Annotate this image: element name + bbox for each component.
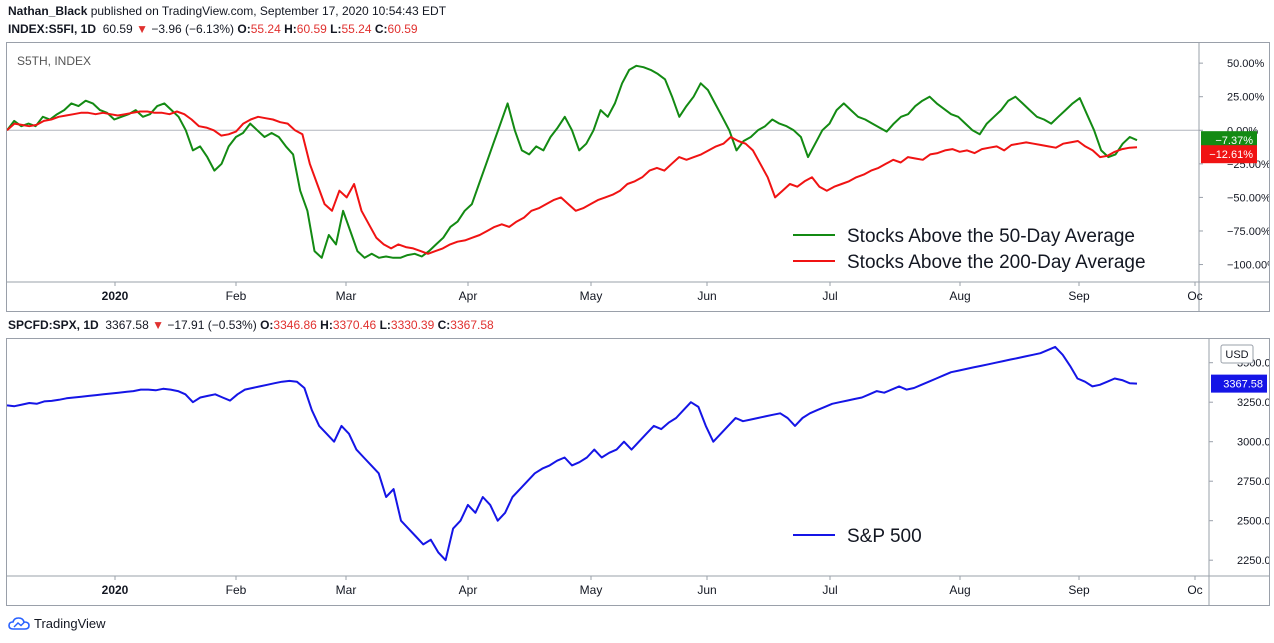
x-tick-label: 2020 — [102, 583, 129, 597]
bottom-symbol-header: SPCFD:SPX, 1D 3367.58 ▼ −17.91 (−0.53%) … — [8, 318, 494, 332]
high-label: H: — [320, 318, 333, 332]
close-label: C: — [374, 22, 388, 36]
x-tick-label: 2020 — [102, 289, 129, 303]
bottom-low: 3330.39 — [390, 318, 435, 332]
x-tick-label: May — [580, 583, 603, 597]
last-value-label: −12.61% — [1209, 149, 1253, 161]
down-triangle-icon: ▼ — [136, 22, 148, 36]
publish-author[interactable]: Nathan_Black — [8, 4, 88, 18]
x-tick-label: Jun — [697, 583, 716, 597]
x-tick-label: Oc — [1187, 583, 1202, 597]
y-tick-label: 25.00% — [1227, 92, 1265, 104]
x-tick-label: Apr — [459, 289, 478, 303]
series-line-0 — [6, 345, 1138, 562]
last-value-badge — [1201, 145, 1257, 164]
down-triangle-icon: ▼ — [152, 318, 164, 332]
bottom-symbol[interactable]: SPCFD:SPX, 1D — [8, 318, 99, 332]
series-line-1 — [6, 110, 1138, 255]
bottom-chart-pane[interactable]: 3500.003250.003000.002750.002500.002250.… — [6, 338, 1274, 606]
y-tick-label: 2500.00 — [1237, 516, 1269, 528]
tradingview-footer[interactable]: TradingView — [8, 616, 106, 631]
top-pane-label: S5TH, INDEX — [17, 54, 91, 68]
x-tick-label: Aug — [949, 289, 970, 303]
bottom-high: 3370.46 — [332, 318, 377, 332]
bottom-close: 3367.58 — [450, 318, 494, 332]
x-tick-label: Mar — [336, 289, 357, 303]
y-tick-label: 2250.00 — [1237, 555, 1269, 567]
x-tick-label: Feb — [226, 289, 247, 303]
top-symbol[interactable]: INDEX:S5FI, 1D — [8, 22, 97, 36]
spx-chart-svg[interactable]: 3500.003250.003000.002750.002500.002250.… — [6, 339, 1274, 606]
top-low: 55.24 — [341, 22, 372, 36]
top-chart-pane[interactable]: S5TH, INDEX 50.00%25.00%0.00%−25.00%−50.… — [6, 42, 1274, 312]
breadth-chart-svg[interactable]: S5TH, INDEX 50.00%25.00%0.00%−25.00%−50.… — [6, 43, 1274, 312]
y-tick-label: −75.00% — [1227, 226, 1269, 238]
high-label: H: — [284, 22, 297, 36]
currency-unit-box — [1220, 344, 1254, 364]
publish-line: Nathan_Black published on TradingView.co… — [8, 4, 446, 18]
x-tick-label: Feb — [226, 583, 247, 597]
bottom-open: 3346.86 — [273, 318, 317, 332]
last-value-label: −7.37% — [1215, 135, 1253, 147]
y-tick-label: −50.00% — [1227, 192, 1269, 204]
y-tick-label: 3000.00 — [1237, 437, 1269, 449]
low-label: L: — [330, 22, 342, 36]
x-tick-label: Jul — [822, 583, 837, 597]
tradingview-brand: TradingView — [34, 616, 106, 631]
tradingview-cloud-icon — [8, 616, 30, 630]
last-value-badge — [1211, 374, 1267, 393]
x-tick-label: May — [580, 289, 603, 303]
low-label: L: — [379, 318, 391, 332]
x-tick-label: Mar — [336, 583, 357, 597]
top-last-price: 60.59 — [102, 22, 133, 36]
x-tick-label: Apr — [459, 583, 478, 597]
x-tick-label: Jul — [822, 289, 837, 303]
x-tick-label: Sep — [1068, 289, 1090, 303]
series-line-0 — [6, 64, 1138, 259]
y-tick-label: 3250.00 — [1237, 397, 1269, 409]
x-tick-label: Sep — [1068, 583, 1090, 597]
last-value-label: 3367.58 — [1223, 379, 1263, 391]
legend-label-0: Stocks Above the 50-Day Average — [847, 226, 1135, 247]
x-tick-label: Jun — [697, 289, 716, 303]
top-close: 60.59 — [387, 22, 418, 36]
x-tick-label: Aug — [949, 583, 970, 597]
y-tick-label: −100.00% — [1227, 260, 1269, 272]
open-label: O: — [260, 318, 274, 332]
y-tick-label: 50.00% — [1227, 58, 1265, 70]
y-tick-label: 2750.00 — [1237, 476, 1269, 488]
open-label: O: — [237, 22, 251, 36]
top-open: 55.24 — [250, 22, 281, 36]
top-high: 60.59 — [296, 22, 327, 36]
publish-info: published on TradingView.com, September … — [87, 4, 447, 18]
legend-label-0: S&P 500 — [847, 526, 922, 547]
currency-unit-label: USD — [1225, 349, 1248, 361]
close-label: C: — [437, 318, 451, 332]
x-tick-label: Oc — [1187, 289, 1202, 303]
last-value-badge — [1201, 131, 1257, 150]
top-change: −3.96 (−6.13%) — [151, 22, 235, 36]
bottom-last-price: 3367.58 — [105, 318, 149, 332]
top-symbol-header: INDEX:S5FI, 1D 60.59 ▼ −3.96 (−6.13%) O:… — [8, 22, 418, 36]
bottom-change: −17.91 (−0.53%) — [167, 318, 257, 332]
legend-label-1: Stocks Above the 200-Day Average — [847, 252, 1146, 273]
